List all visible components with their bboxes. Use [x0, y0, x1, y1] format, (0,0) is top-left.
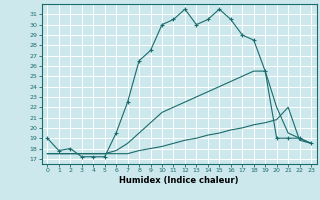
X-axis label: Humidex (Indice chaleur): Humidex (Indice chaleur) — [119, 176, 239, 185]
